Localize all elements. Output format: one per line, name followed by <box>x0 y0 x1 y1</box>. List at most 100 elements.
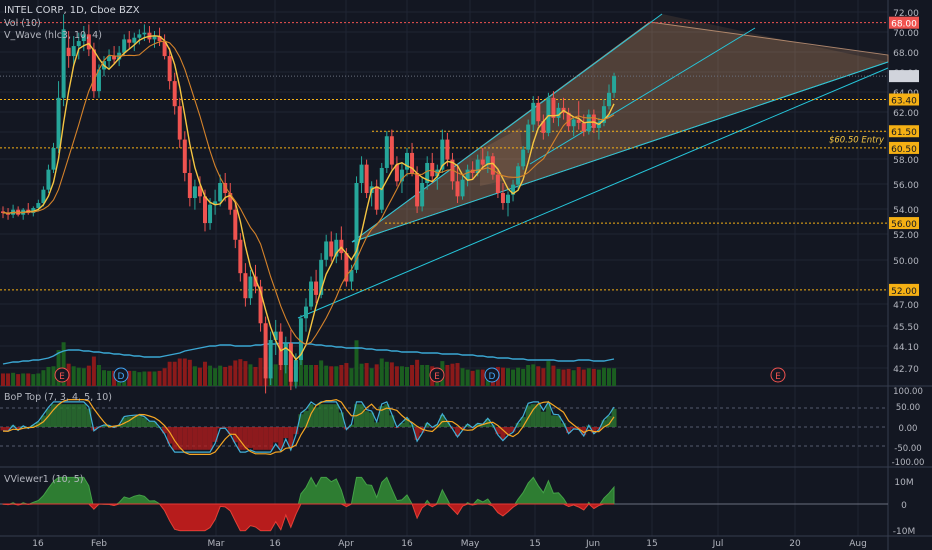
bop-bar <box>520 417 526 427</box>
price-level-tag-label: 56.00 <box>891 220 917 230</box>
bop-bar <box>318 404 324 427</box>
volume-bar <box>354 340 359 386</box>
bop-bar <box>177 427 183 450</box>
candle-body <box>41 189 46 204</box>
volume-bar <box>228 365 233 386</box>
volume-bar <box>556 368 561 386</box>
candle-body <box>445 139 450 160</box>
volume-bar <box>531 364 536 386</box>
vviewer-axis-label: 10M <box>894 478 913 488</box>
volume-bar <box>591 368 596 386</box>
x-tick-label: Jul <box>712 539 724 549</box>
volume-bar <box>405 366 409 386</box>
channel-line <box>297 67 889 319</box>
bop-bar <box>288 427 294 448</box>
volume-bar <box>16 374 21 386</box>
bop-bar <box>500 427 506 440</box>
candle-body <box>460 179 465 197</box>
bop-bar <box>313 407 319 427</box>
event-marker-circle <box>113 367 129 383</box>
bop-line <box>2 400 615 453</box>
volume-bar <box>177 358 182 386</box>
candle-body <box>268 339 273 379</box>
candle-body <box>71 46 76 57</box>
candle-body <box>122 39 127 53</box>
x-tick-label: May <box>461 539 480 549</box>
volume-bar <box>571 370 576 386</box>
vviewer-axis-label: -10M <box>893 527 915 537</box>
volume-bar <box>379 358 384 386</box>
volume-bar <box>511 369 516 386</box>
bop-bar <box>525 405 531 427</box>
candle-body <box>132 37 137 43</box>
candle-body <box>551 97 556 118</box>
v-wave-fast <box>2 35 615 361</box>
volume-bar <box>6 373 11 386</box>
volume-bar <box>309 365 314 386</box>
bop-bar <box>475 423 481 427</box>
bop-bar <box>444 422 450 427</box>
bop-bar <box>384 404 390 427</box>
volume-bar <box>223 366 228 386</box>
bop-axis-label: 50.00 <box>896 403 920 413</box>
bop-bar <box>273 427 279 443</box>
bop-bar <box>414 427 420 440</box>
volume-bar <box>132 370 137 386</box>
candle-body <box>394 164 399 182</box>
volume-bar <box>273 364 278 386</box>
volume-bar <box>233 360 238 386</box>
candle-body <box>182 139 187 173</box>
candle-body <box>576 119 581 123</box>
volume-bar <box>248 364 253 386</box>
candle-body <box>81 34 86 42</box>
v-wave-slow <box>2 40 615 346</box>
candle-body <box>1 211 5 214</box>
candle-body <box>475 159 480 173</box>
volume-bar <box>349 368 354 386</box>
volume-bar <box>167 361 172 386</box>
bop-bar <box>561 423 567 427</box>
volume-bar <box>243 361 248 386</box>
volume-bar <box>581 369 586 386</box>
channel-line <box>351 13 663 243</box>
candle-body <box>278 331 283 366</box>
volume-bar <box>359 363 364 386</box>
x-tick-label: Aug <box>849 539 867 549</box>
candle-body <box>36 203 41 209</box>
volume-bar <box>541 368 546 386</box>
bop-bar <box>86 408 92 427</box>
channel-line <box>351 61 889 243</box>
volume-bar <box>516 367 521 386</box>
volume-bar <box>521 368 526 386</box>
volume-bar <box>374 364 379 386</box>
volume-bar <box>172 361 177 386</box>
candle-body <box>243 273 248 299</box>
bop-bar <box>424 423 430 427</box>
volume-bar <box>561 369 566 386</box>
bop-axis-label: -50.00 <box>894 444 921 454</box>
x-tick-label: 16 <box>32 539 44 549</box>
bop-bar <box>263 427 269 450</box>
candle-body <box>374 186 379 210</box>
bop-bar <box>182 427 188 450</box>
entry-annotation: $60.50 Entry <box>829 136 885 146</box>
candle-body <box>485 156 490 165</box>
candle-body <box>521 149 526 167</box>
candle-body <box>283 343 288 366</box>
vviewer-axis-label: 0 <box>901 501 907 511</box>
volume-bar <box>465 369 470 386</box>
volume-bar <box>506 368 510 386</box>
bop-bar <box>237 427 243 450</box>
vviewer-negative-area <box>2 503 614 532</box>
candle-body <box>223 183 228 194</box>
x-tick-label: 16 <box>269 539 281 549</box>
bop-axis-label: -100.00 <box>892 458 925 468</box>
bop-bar <box>247 427 253 448</box>
channel-line <box>529 27 756 165</box>
bop-bar <box>333 404 339 427</box>
bop-bar <box>283 427 289 439</box>
bop-bar <box>101 425 107 427</box>
bop-bar <box>571 427 577 429</box>
volume-bar <box>445 365 450 386</box>
